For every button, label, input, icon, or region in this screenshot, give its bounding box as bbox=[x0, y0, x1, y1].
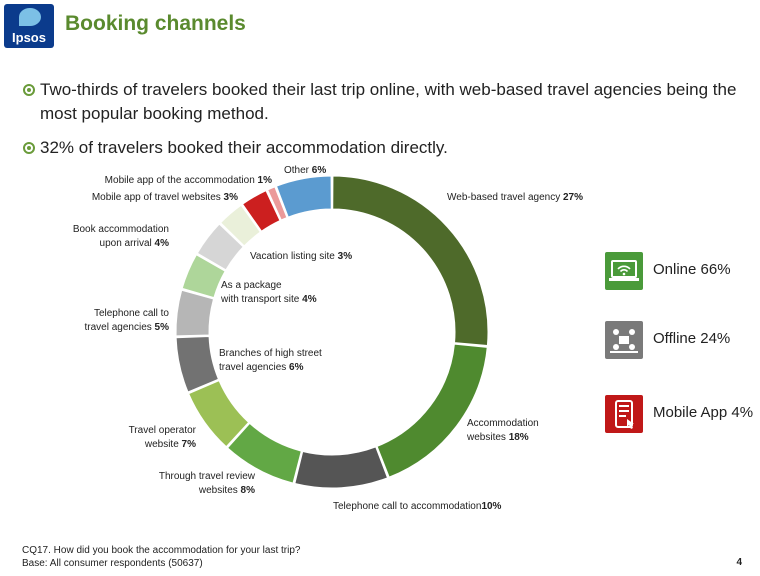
donut-slice bbox=[226, 422, 302, 484]
donut-slice bbox=[175, 336, 220, 393]
slice-label: Other 6% bbox=[284, 165, 326, 176]
donut-slice bbox=[266, 186, 288, 221]
donut-slice bbox=[294, 446, 389, 489]
slice-label: Travel operator website 7% bbox=[129, 425, 197, 450]
ipsos-logo: Ipsos bbox=[4, 4, 54, 48]
slice-label: Through travel review websites 8% bbox=[159, 471, 256, 496]
bullet-item: Two-thirds of travelers booked their las… bbox=[20, 78, 760, 126]
donut-slice bbox=[188, 379, 250, 448]
slice-label: Branches of high street travel agencies 6… bbox=[219, 348, 322, 373]
legend-label-mobile-app: Mobile App 4% bbox=[653, 404, 754, 421]
bullet-item: 32% of travelers booked their accommodat… bbox=[20, 136, 760, 160]
slice-label: As a package with transport site 4% bbox=[220, 280, 317, 305]
mobile-app-icon bbox=[605, 395, 643, 433]
slice-label: Mobile app of travel websites 3% bbox=[92, 192, 238, 203]
donut-chart: Web-based travel agency 27% Accommodation… bbox=[73, 165, 583, 512]
donut-slice bbox=[332, 175, 489, 347]
slice-label: Mobile app of the accommodation 1% bbox=[105, 175, 272, 186]
bullet-text: Two-thirds of travelers booked their las… bbox=[40, 80, 737, 123]
meeting-people-icon bbox=[605, 321, 643, 359]
slice-label: Web-based travel agency 27% bbox=[447, 192, 583, 203]
legend-label-offline: Offline 24% bbox=[653, 330, 731, 347]
bullet-text: 32% of travelers booked their accommodat… bbox=[40, 138, 448, 157]
donut-slice bbox=[219, 204, 262, 247]
donut-slice bbox=[241, 190, 281, 232]
slice-label: Book accommodation upon arrival 4% bbox=[73, 224, 169, 249]
slice-label: Accommodation websites 18% bbox=[466, 418, 539, 443]
page-title: Booking channels bbox=[65, 12, 246, 35]
laptop-wifi-icon bbox=[605, 252, 643, 290]
donut-slice bbox=[275, 175, 332, 218]
donut-slice bbox=[181, 254, 226, 299]
donut-slice bbox=[196, 223, 244, 271]
slice-label: Vacation listing site 3% bbox=[250, 251, 352, 262]
donut-slice bbox=[376, 343, 488, 478]
donut-slice bbox=[175, 289, 215, 337]
footer-base: Base: All consumer respondents (50637) bbox=[22, 558, 203, 569]
logo-bubble-icon bbox=[19, 8, 41, 26]
footer-question: CQ17. How did you book the accommodation… bbox=[22, 545, 301, 556]
bullet-circle-icon bbox=[23, 142, 35, 154]
logo-text: Ipsos bbox=[12, 30, 46, 45]
legend-label-online: Online 66% bbox=[653, 261, 731, 278]
bullet-circle-icon bbox=[23, 84, 35, 96]
donut-slices bbox=[175, 175, 489, 489]
slice-label: Telephone call to travel agencies 5% bbox=[85, 308, 170, 333]
donut-labels: Web-based travel agency 27% Accommodation… bbox=[73, 165, 583, 512]
footer-notes: CQ17. How did you book the accommodation… bbox=[22, 544, 300, 570]
slice-label: Telephone call to accommodation10% bbox=[333, 501, 502, 512]
page-number: 4 bbox=[736, 557, 742, 568]
bullet-list: Two-thirds of travelers booked their las… bbox=[20, 78, 760, 170]
